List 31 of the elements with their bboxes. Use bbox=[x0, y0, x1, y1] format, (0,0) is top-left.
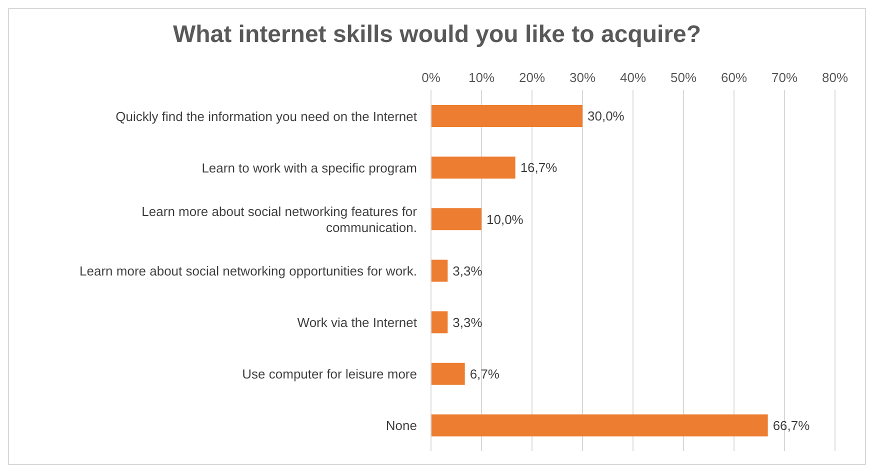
bar bbox=[431, 362, 465, 385]
y-tick-label: None bbox=[386, 418, 417, 433]
x-tick-label: 10% bbox=[468, 70, 495, 85]
x-tick-label: 50% bbox=[670, 70, 697, 85]
data-label: 30,0% bbox=[588, 108, 625, 124]
x-tick-label: 40% bbox=[620, 70, 646, 85]
bar bbox=[431, 208, 482, 230]
x-tick-label: 0% bbox=[422, 70, 441, 85]
bar bbox=[431, 105, 582, 127]
x-tick-label: 70% bbox=[771, 70, 798, 85]
data-label: 10,0% bbox=[486, 212, 524, 227]
bar bbox=[431, 311, 448, 334]
data-label: 16,7% bbox=[520, 160, 558, 176]
data-label: 3,3% bbox=[452, 263, 483, 278]
data-label: 66,7% bbox=[772, 418, 810, 434]
x-tick-label: 80% bbox=[822, 70, 848, 85]
y-tick-label: Learn more about social networking opportunities for work. bbox=[80, 263, 417, 278]
y-tick-label: Learn to work with a specific program bbox=[202, 160, 417, 175]
x-tick-label: 20% bbox=[518, 70, 546, 85]
bar bbox=[431, 414, 768, 436]
x-tick-label: 60% bbox=[720, 70, 748, 85]
bar bbox=[431, 260, 448, 282]
chart-title: What internet skills would you like to acquire? bbox=[172, 20, 702, 50]
data-label: 6,7% bbox=[470, 366, 500, 382]
y-tick-label: Learn more about social networking features for communication. bbox=[142, 203, 418, 234]
y-tick-label: Use computer for leisure more bbox=[242, 366, 417, 382]
bar bbox=[431, 156, 516, 179]
data-label: 3,3% bbox=[452, 314, 483, 330]
y-tick-label: Quickly find the information you need on the Internet bbox=[116, 108, 418, 124]
x-tick-label: 30% bbox=[569, 70, 596, 85]
y-tick-label: Work via the Internet bbox=[297, 314, 418, 330]
